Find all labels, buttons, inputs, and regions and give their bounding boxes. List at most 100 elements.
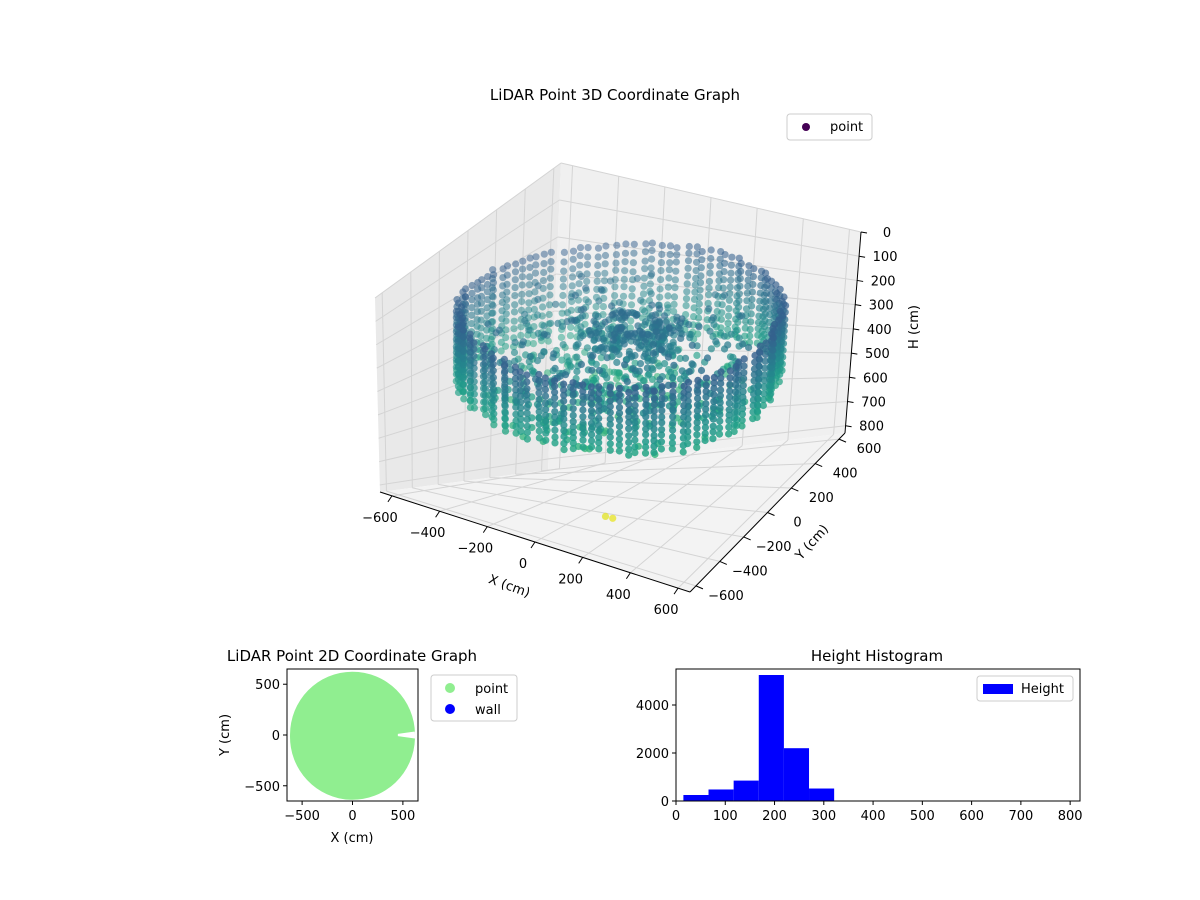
cloud-point [767,370,776,378]
cloud-point [740,375,748,383]
x-tick-label-histogram: 700 [1008,809,1033,824]
z-axis-label-3d: H (cm) [907,305,922,349]
cloud-point [658,426,666,434]
cloud-point [601,269,609,277]
cloud-point [558,301,567,309]
cloud-point [583,277,591,285]
cloud-point [541,399,550,407]
y-tick-label-2d: −500 [244,780,280,795]
cloud-point [709,422,717,430]
cloud-point [483,326,491,334]
cloud-point [482,334,491,342]
cloud-point [588,425,596,433]
cloud-point [483,304,491,312]
cloud-point [727,269,735,277]
cloud-point [694,394,702,402]
cloud-point [579,443,587,451]
cloud-point [484,273,492,281]
cloud-point [628,292,636,300]
cloud-point [625,388,633,396]
cloud-point [539,277,548,285]
cloud-point [759,401,768,410]
cloud-point [680,394,688,402]
cloud-point [749,408,757,416]
cloud-point [710,384,718,392]
cloud-point [631,449,639,457]
x-tick-label-histogram: 500 [910,809,935,824]
cloud-point [606,433,614,441]
cloud-point [535,376,543,385]
cloud-point [490,415,498,424]
cloud-point [762,345,770,353]
cloud-point [622,240,630,248]
cloud-point [525,290,533,298]
cloud-point [501,422,509,430]
cloud-point [693,401,702,409]
cloud-point [748,288,757,296]
cloud-point [560,404,568,412]
cloud-point [750,365,759,373]
cloud-point [606,420,614,428]
cloud-point [610,330,619,338]
cloud-point [579,424,587,433]
cloud-point [511,276,519,284]
cloud-point [615,397,624,405]
cloud-point [540,322,548,330]
cloud-point [670,361,678,369]
cloud-point [547,265,555,273]
cloud-point [709,314,718,322]
cloud-point [641,350,649,358]
cloud-point [595,433,603,441]
legend-2d-wall-marker [445,704,455,714]
cloud-point [750,390,758,398]
cloud-point [569,385,577,393]
cloud-point [769,346,777,354]
cloud-point [517,323,525,331]
cloud-point [697,366,706,375]
cloud-point [736,275,744,283]
cloud-point [612,251,621,259]
y-tick-label-3d: −200 [756,540,792,555]
cloud-point [588,443,596,451]
cloud-point [510,317,518,325]
cloud-point [547,258,555,266]
cloud-point [474,285,482,293]
cloud-point [544,337,552,345]
cloud-point [694,388,702,396]
cloud-point [551,433,559,441]
y-tick-3d [838,438,847,443]
cloud-point [680,382,688,390]
cloud-point [672,267,680,275]
cloud-point [640,274,648,282]
cloud-point [490,391,498,399]
cloud-point [656,305,664,313]
cloud-point [657,438,666,446]
y-tick-label-histogram: 4000 [636,699,669,714]
cloud-point [613,241,621,249]
cloud-point [650,407,658,415]
cloud-point [631,407,639,415]
cloud-point [516,380,525,388]
cloud-point [569,255,577,263]
y-tick-3d [814,463,823,468]
cloud-point [501,391,509,399]
cloud-point [658,389,666,397]
cloud-point [615,429,624,437]
cloud-point [725,406,733,414]
cloud-point [649,349,658,357]
cloud-point [583,344,592,352]
cloud-point [669,406,677,414]
cloud-point [642,396,650,404]
cloud-point [587,330,596,338]
cloud-point [597,285,605,294]
cloud-point [579,413,587,421]
ticks-2d: −500 0 500 500 0 −500 [244,678,415,824]
cloud-point [516,387,525,395]
cloud-point [542,411,550,419]
cloud-point [761,364,769,372]
cloud-point [489,279,497,287]
cloud-point [669,373,677,382]
cloud-point [640,282,648,290]
cloud-point [658,400,666,409]
